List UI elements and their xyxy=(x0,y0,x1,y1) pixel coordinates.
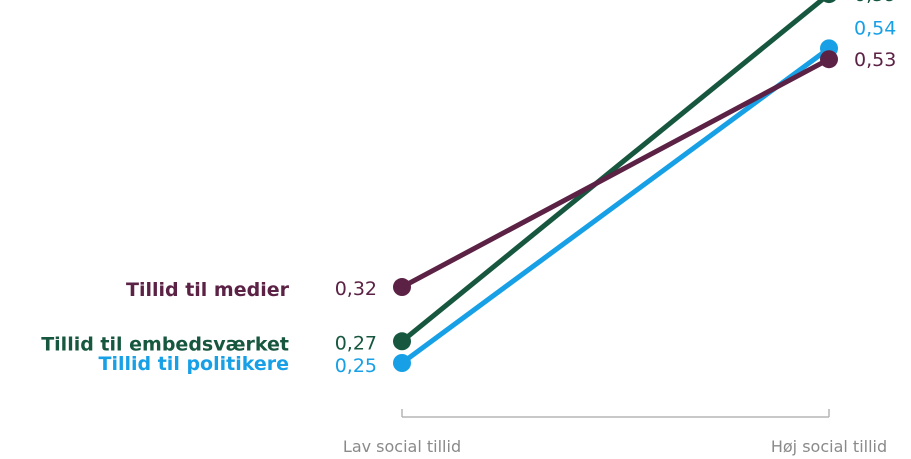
data-label: 0,53 xyxy=(854,49,896,71)
series-label: Tillid til politikere xyxy=(99,353,290,375)
data-point xyxy=(822,0,836,4)
series-line xyxy=(399,0,826,344)
x-tick-label: Høj social tillid xyxy=(771,437,887,456)
data-label: 0,27 xyxy=(335,332,377,354)
data-point xyxy=(820,50,838,69)
series-1: Tillid til embedsværket 0,27 0,59 xyxy=(41,0,896,355)
x-axis: Lav social tillid Høj social tillid xyxy=(343,409,887,456)
data-label: 0,54 xyxy=(854,17,896,39)
series-line xyxy=(399,45,832,366)
x-tick-label: Lav social tillid xyxy=(343,437,461,456)
data-point xyxy=(393,354,411,372)
series-0: Tillid til medier 0,32 0,53 xyxy=(126,49,896,301)
data-label: 0,25 xyxy=(335,355,377,377)
data-label: 0,59 xyxy=(854,0,896,6)
series-line xyxy=(399,56,832,290)
series-label: Tillid til medier xyxy=(126,279,290,301)
data-point xyxy=(393,332,411,351)
series-2: Tillid til politikere 0,25 0,54 xyxy=(99,17,897,377)
data-point xyxy=(393,278,411,297)
data-label: 0,32 xyxy=(335,278,377,300)
series-label: Tillid til embedsværket xyxy=(41,333,289,355)
